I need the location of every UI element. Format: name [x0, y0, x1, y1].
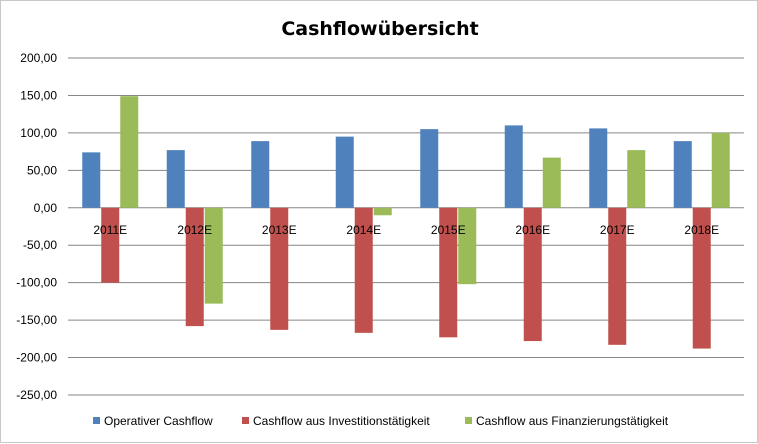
bars [82, 96, 730, 349]
x-tick-label: 2012E [177, 223, 212, 237]
bar-1-2015E [420, 129, 439, 208]
bar-3-2015E [458, 207, 477, 285]
x-tick-label: 2017E [600, 223, 635, 237]
legend-swatch [465, 417, 472, 424]
chart-title: Cashflowübersicht [281, 18, 478, 40]
x-axis-ticks: 2011E 2012E 2013E 2014E 2015E 2016E 2017E 2018E [93, 223, 719, 237]
bar-3-2016E [542, 157, 561, 208]
legend-swatch [93, 417, 100, 424]
x-tick-label: 2014E [346, 223, 381, 237]
y-tick-label: 0,00 [34, 201, 58, 215]
x-tick-label: 2013E [262, 223, 297, 237]
bar-2-2018E [692, 207, 711, 349]
legend-label: Operativer Cashflow [104, 414, 213, 428]
bar-2-2014E [354, 207, 373, 333]
y-tick-label: 150,00 [20, 88, 57, 102]
legend-label: Cashflow aus Investitionstätigkeit [253, 414, 430, 428]
y-tick-label: 100,00 [20, 126, 57, 140]
y-tick-label: -250,00 [16, 388, 57, 402]
y-tick-label: -200,00 [16, 351, 57, 365]
bar-1-2014E [335, 136, 354, 208]
bar-3-2018E [711, 132, 730, 208]
bar-1-2011E [82, 152, 101, 208]
bar-2-2016E [523, 207, 542, 342]
y-tick-label: -150,00 [16, 313, 57, 327]
bar-2-2012E [185, 207, 204, 327]
bar-2-2015E [439, 207, 458, 338]
bar-3-2014E [373, 207, 392, 216]
bar-2-2017E [608, 207, 627, 345]
bar-3-2011E [120, 96, 139, 208]
y-tick-label: -100,00 [16, 276, 57, 290]
bar-3-2017E [627, 150, 646, 208]
bar-1-2012E [166, 150, 185, 208]
x-tick-label: 2011E [93, 223, 127, 237]
bar-3-2012E [204, 207, 223, 304]
x-tick-label: 2018E [684, 223, 719, 237]
bar-2-2013E [270, 207, 289, 330]
legend-swatch [242, 417, 249, 424]
bar-1-2018E [673, 141, 692, 208]
y-axis-ticks: 200,00 150,00 100,00 50,00 0,00 -50,00 -100,00… [16, 51, 57, 402]
bar-1-2016E [504, 125, 523, 208]
gridlines [68, 57, 744, 396]
bar-1-2017E [589, 128, 608, 208]
x-tick-label: 2015E [431, 223, 466, 237]
y-tick-label: -50,00 [23, 238, 57, 252]
bar-2-2011E [101, 207, 120, 283]
y-tick-label: 200,00 [20, 51, 57, 65]
bar-1-2013E [251, 141, 270, 208]
x-tick-label: 2016E [515, 223, 550, 237]
legend-label: Cashflow aus Finanzierungstätigkeit [476, 414, 669, 428]
legend: Operativer Cashflow Cashflow aus Investit… [93, 414, 669, 428]
y-tick-label: 50,00 [27, 163, 57, 177]
